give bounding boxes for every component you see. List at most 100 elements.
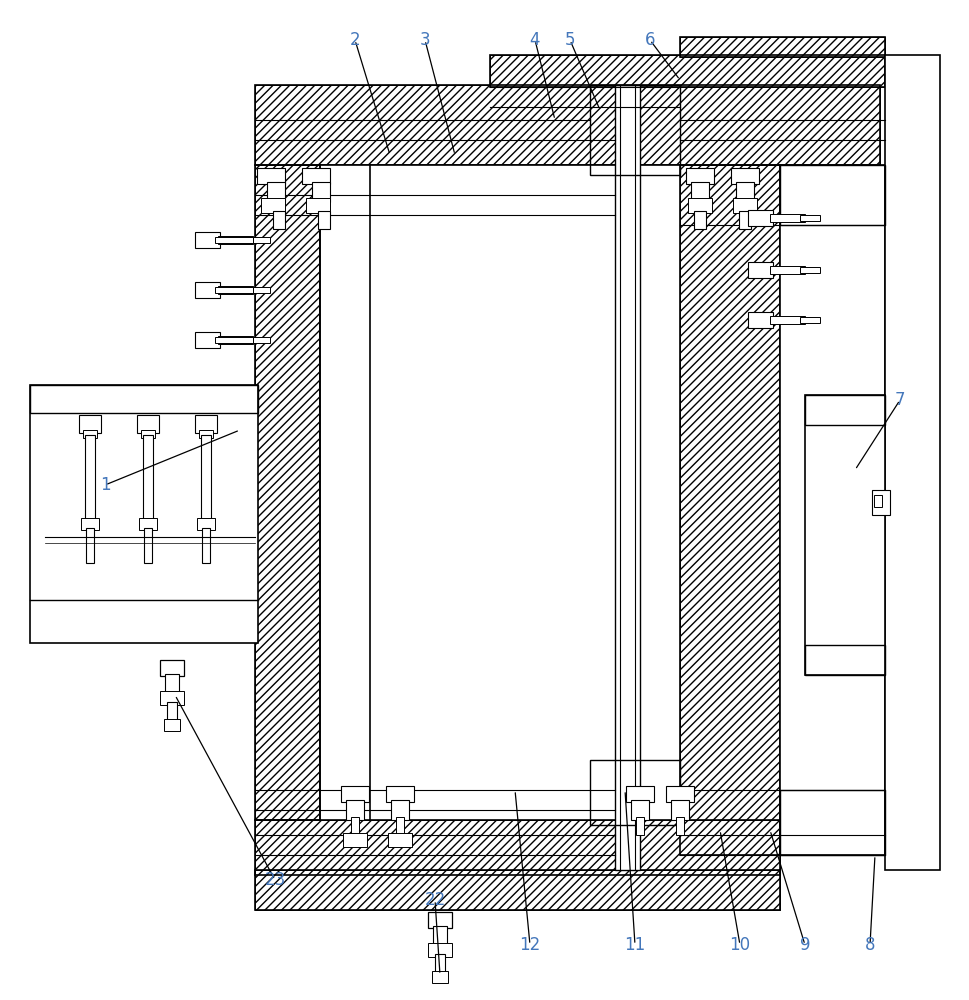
Bar <box>805 395 885 675</box>
Bar <box>680 165 780 855</box>
Bar <box>615 85 640 870</box>
Bar <box>306 198 330 213</box>
Bar <box>139 518 157 530</box>
Bar <box>590 760 680 825</box>
Bar <box>250 287 270 293</box>
Bar <box>218 336 253 344</box>
Bar <box>428 912 452 928</box>
Text: 22: 22 <box>424 891 446 909</box>
Bar <box>79 415 101 433</box>
Bar <box>748 262 773 278</box>
Bar <box>590 85 680 175</box>
Bar <box>748 312 773 328</box>
Bar <box>273 211 285 229</box>
Bar <box>346 800 364 820</box>
Bar <box>137 415 159 433</box>
Bar <box>215 237 253 243</box>
Bar <box>255 870 780 910</box>
Text: 8: 8 <box>864 936 875 954</box>
Bar <box>391 800 409 820</box>
Bar <box>688 198 712 213</box>
Bar <box>733 198 757 213</box>
Bar <box>748 210 773 226</box>
Bar <box>143 435 153 520</box>
Bar <box>201 435 211 520</box>
Text: 11: 11 <box>624 936 645 954</box>
Bar <box>255 85 880 165</box>
Bar <box>195 415 217 433</box>
Bar <box>694 211 706 229</box>
Bar <box>731 168 759 184</box>
Bar <box>30 385 258 643</box>
Bar <box>343 833 367 847</box>
Bar <box>780 790 885 855</box>
Bar <box>255 165 320 820</box>
Bar <box>671 800 689 820</box>
Bar <box>770 316 805 324</box>
Bar <box>676 817 684 835</box>
Bar <box>770 214 805 222</box>
Bar <box>626 786 654 802</box>
Bar <box>590 760 680 825</box>
Text: 5: 5 <box>565 31 576 49</box>
Bar <box>432 971 448 983</box>
Bar <box>780 790 885 855</box>
Bar <box>144 528 152 563</box>
Bar <box>396 817 404 835</box>
Bar <box>30 385 258 413</box>
Bar <box>218 286 253 294</box>
Bar <box>388 833 412 847</box>
Bar <box>739 211 751 229</box>
Bar <box>351 817 359 835</box>
Text: 2: 2 <box>350 31 360 49</box>
Bar <box>195 282 220 298</box>
Text: 10: 10 <box>730 936 751 954</box>
Bar <box>780 165 885 855</box>
Bar <box>195 332 220 348</box>
Bar <box>250 237 270 243</box>
Bar <box>736 182 754 202</box>
Text: 7: 7 <box>894 391 905 409</box>
Bar <box>83 430 97 438</box>
Bar <box>215 287 253 293</box>
Bar <box>197 518 215 530</box>
Bar <box>680 37 885 57</box>
Bar <box>872 490 890 515</box>
Bar <box>255 870 780 910</box>
Bar <box>780 165 885 225</box>
Bar <box>312 182 330 202</box>
Bar <box>165 674 179 694</box>
Bar <box>341 786 369 802</box>
Text: 3: 3 <box>420 31 430 49</box>
Bar <box>255 820 780 875</box>
Bar <box>199 430 213 438</box>
Bar <box>255 85 880 165</box>
Bar <box>85 435 95 520</box>
Bar <box>770 266 805 274</box>
Bar <box>433 926 447 946</box>
Bar <box>805 645 885 675</box>
Bar <box>267 182 285 202</box>
Bar <box>261 198 285 213</box>
Text: 9: 9 <box>799 936 810 954</box>
Bar <box>195 232 220 248</box>
Bar <box>255 165 320 820</box>
Bar <box>218 236 253 244</box>
Bar <box>680 37 885 57</box>
Bar <box>257 168 285 184</box>
Bar <box>874 495 882 507</box>
Bar <box>636 817 644 835</box>
Text: 1: 1 <box>100 476 110 494</box>
Bar <box>386 786 414 802</box>
Bar <box>800 215 820 221</box>
Bar <box>686 168 714 184</box>
Bar <box>160 691 184 705</box>
Bar <box>250 337 270 343</box>
Text: 12: 12 <box>519 936 541 954</box>
Bar <box>885 55 940 870</box>
Bar <box>435 954 445 974</box>
Bar <box>805 645 885 675</box>
Bar <box>428 943 452 957</box>
Bar <box>490 55 885 87</box>
Bar <box>202 528 210 563</box>
